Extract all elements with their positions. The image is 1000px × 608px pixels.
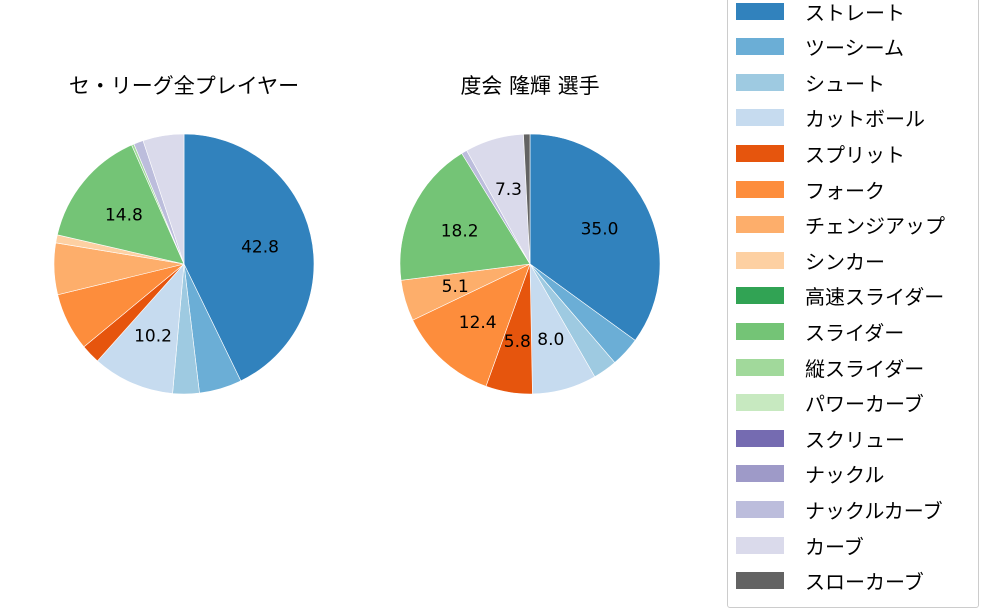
legend-item: スローカーブ bbox=[736, 569, 924, 595]
legend-item: スクリュー bbox=[736, 426, 905, 452]
legend-item: 縦スライダー bbox=[736, 355, 925, 381]
legend-label: チェンジアップ bbox=[805, 214, 945, 239]
legend-item: シンカー bbox=[736, 248, 885, 274]
legend-swatch bbox=[736, 109, 784, 127]
legend-item: スライダー bbox=[736, 319, 905, 345]
legend-item: パワーカーブ bbox=[736, 391, 924, 417]
pie-slice bbox=[142, 133, 185, 265]
pie-slice bbox=[56, 144, 185, 265]
legend-item: フォーク bbox=[736, 177, 885, 203]
legend-label: カーブ bbox=[805, 534, 864, 559]
legend-swatch bbox=[736, 429, 784, 447]
legend-swatch bbox=[736, 572, 784, 590]
legend-item: シュート bbox=[736, 70, 885, 96]
legend-item: チェンジアップ bbox=[736, 213, 945, 239]
legend-item: カーブ bbox=[736, 533, 864, 559]
legend-swatch bbox=[736, 73, 784, 91]
slice-label: 10.2 bbox=[134, 327, 172, 347]
legend-item: 高速スライダー bbox=[736, 284, 945, 310]
legend-item: カットボール bbox=[736, 106, 925, 132]
chart-title-league: セ・リーグ全プレイヤー bbox=[68, 74, 300, 98]
legend-label: 高速スライダー bbox=[805, 285, 945, 310]
legend-swatch bbox=[736, 180, 784, 198]
pie-slice bbox=[523, 133, 531, 265]
pie-chart-league: 42.8 10.2 14.8 bbox=[53, 133, 315, 395]
pie-slice bbox=[183, 133, 315, 382]
legend: ストレートツーシームシュートカットボール スプリットフォークチェンジアップ シンカー… bbox=[727, 0, 979, 608]
legend-item: ツーシーム bbox=[736, 35, 904, 61]
slice-label: 5.8 bbox=[504, 332, 531, 352]
legend-label: スローカーブ bbox=[805, 570, 924, 595]
legend-label: カットボール bbox=[805, 107, 925, 132]
legend-swatch bbox=[736, 322, 784, 340]
slice-label: 42.8 bbox=[241, 238, 279, 258]
pie-chart-player: 35.0 8.0 5.8 12.4 5.1 18.2 7.3 bbox=[399, 133, 661, 395]
slice-label: 7.3 bbox=[495, 180, 522, 200]
legend-label: スクリュー bbox=[805, 427, 905, 452]
legend-swatch bbox=[736, 287, 784, 305]
legend-swatch bbox=[736, 394, 784, 412]
legend-swatch bbox=[736, 358, 784, 376]
pie-slice bbox=[96, 263, 185, 394]
legend-swatch bbox=[736, 2, 784, 20]
slice-label: 35.0 bbox=[581, 220, 619, 240]
legend-label: ツーシーム bbox=[805, 36, 904, 61]
legend-swatch bbox=[736, 536, 784, 554]
slice-label: 8.0 bbox=[537, 330, 564, 350]
legend-label: ナックル bbox=[805, 463, 885, 488]
legend-label: シュート bbox=[805, 71, 885, 96]
legend-swatch bbox=[736, 251, 784, 269]
legend-label: スプリット bbox=[805, 142, 905, 167]
legend-label: スライダー bbox=[805, 320, 905, 345]
pie-slice bbox=[399, 152, 531, 281]
legend-label: パワーカーブ bbox=[805, 392, 924, 417]
legend-swatch bbox=[736, 144, 784, 162]
legend-swatch bbox=[736, 38, 784, 56]
legend-label: シンカー bbox=[805, 249, 885, 274]
legend-item: ストレート bbox=[736, 0, 905, 25]
legend-swatch bbox=[736, 216, 784, 234]
legend-item: ナックル bbox=[736, 462, 885, 488]
legend-swatch bbox=[736, 500, 784, 518]
legend-label: ストレート bbox=[805, 0, 905, 25]
slice-label: 5.1 bbox=[442, 277, 469, 297]
slice-label: 18.2 bbox=[441, 221, 479, 241]
legend-label: フォーク bbox=[805, 178, 885, 203]
legend-item: スプリット bbox=[736, 141, 905, 167]
chart-title-player: 度会 隆輝 選手 bbox=[460, 74, 600, 98]
pie-slice bbox=[412, 263, 531, 387]
legend-label: 縦スライダー bbox=[805, 356, 925, 381]
legend-swatch bbox=[736, 465, 784, 483]
slice-label: 14.8 bbox=[105, 205, 143, 225]
pie-slice bbox=[529, 133, 661, 341]
legend-label: ナックルカーブ bbox=[805, 498, 943, 523]
slice-label: 12.4 bbox=[459, 313, 497, 333]
legend-item: ナックルカーブ bbox=[736, 497, 943, 523]
